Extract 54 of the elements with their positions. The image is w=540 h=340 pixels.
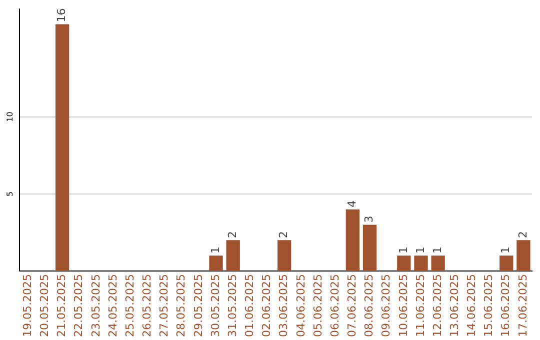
data-label: 16 xyxy=(55,8,68,22)
bar xyxy=(500,256,514,272)
x-tick-label: 28.05.2025 xyxy=(174,274,188,338)
data-label: 1 xyxy=(499,246,512,254)
x-tick-label: 09.06.2025 xyxy=(380,274,393,338)
data-label: 2 xyxy=(516,231,530,238)
x-tick-label: 02.06.2025 xyxy=(260,274,274,338)
x-tick-label: 19.05.2025 xyxy=(21,274,34,338)
x-tick-label: 27.05.2025 xyxy=(158,274,171,338)
data-label: 3 xyxy=(362,216,376,223)
x-tick-label: 05.06.2025 xyxy=(311,274,324,338)
x-tick-label: 15.06.2025 xyxy=(482,274,496,338)
x-tick-label: 10.06.2025 xyxy=(396,274,410,338)
y-tick-label: 10 xyxy=(6,112,15,122)
x-tick-label: 20.05.2025 xyxy=(38,274,52,338)
x-tick-label: 25.05.2025 xyxy=(123,274,136,338)
data-label: 1 xyxy=(430,246,444,254)
bar xyxy=(226,240,240,272)
data-label: 2 xyxy=(277,231,290,238)
x-tick-label: 23.05.2025 xyxy=(89,274,102,338)
x-tick-label: 30.05.2025 xyxy=(208,274,222,338)
x-tick-label: 31.05.2025 xyxy=(226,274,239,338)
data-label: 2 xyxy=(226,231,239,238)
bar xyxy=(209,256,223,272)
x-tick-label: 21.05.2025 xyxy=(55,274,68,338)
x-tick-label: 26.05.2025 xyxy=(140,274,154,338)
bar xyxy=(397,256,411,272)
x-tick-label: 17.06.2025 xyxy=(516,274,530,338)
x-tick-label: 11.06.2025 xyxy=(414,274,427,338)
x-tick-label: 24.05.2025 xyxy=(106,274,120,338)
x-tick-label: 16.06.2025 xyxy=(499,274,512,338)
x-tick-label: 08.06.2025 xyxy=(362,274,376,338)
x-tick-label: 12.06.2025 xyxy=(430,274,444,338)
x-tick-label: 13.06.2025 xyxy=(448,274,461,338)
data-label: 1 xyxy=(208,246,222,254)
bar xyxy=(414,256,428,272)
bar xyxy=(362,224,377,272)
bar xyxy=(431,256,445,272)
data-label: 1 xyxy=(396,246,410,254)
bar xyxy=(516,240,530,272)
x-tick-label: 22.05.2025 xyxy=(72,274,86,338)
data-label: 4 xyxy=(346,200,359,208)
bar xyxy=(346,209,360,272)
x-tick-label: 04.06.2025 xyxy=(294,274,308,338)
x-tick-label: 01.06.2025 xyxy=(243,274,256,338)
x-tick-label: 29.05.2025 xyxy=(192,274,205,338)
bar xyxy=(55,24,70,272)
y-tick-label: 5 xyxy=(6,191,15,196)
x-tick-label: 14.06.2025 xyxy=(465,274,478,338)
bar xyxy=(278,240,292,272)
x-tick-label: 07.06.2025 xyxy=(346,274,359,338)
x-tick-label: 03.06.2025 xyxy=(277,274,290,338)
data-label: 1 xyxy=(414,246,427,254)
x-tick-label: 06.06.2025 xyxy=(328,274,342,338)
